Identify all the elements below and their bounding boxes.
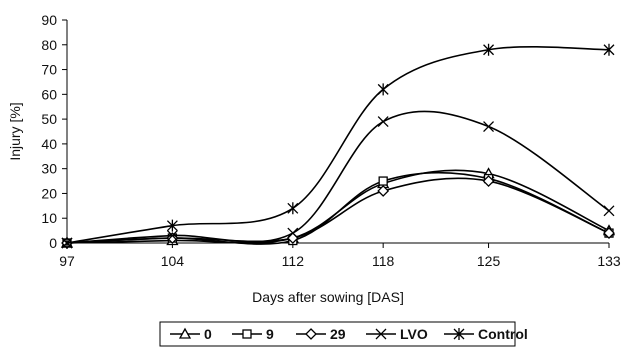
legend-item-29: 29 — [296, 326, 346, 342]
x-tick-label: 97 — [59, 253, 75, 269]
y-tick-label: 10 — [41, 210, 57, 226]
data-point-lvo — [287, 227, 299, 239]
legend-marker-0 — [178, 327, 192, 339]
data-point-control — [377, 83, 389, 96]
series-line-lvo — [66, 110, 610, 244]
x-tick-label: 133 — [597, 253, 621, 269]
y-tick-label: 30 — [41, 161, 57, 177]
legend-marker-lvo — [375, 328, 387, 340]
data-point-9 — [378, 176, 388, 186]
data-point-control — [603, 43, 615, 56]
data-point-lvo — [483, 121, 495, 133]
y-tick-label: 40 — [41, 136, 57, 152]
data-point-control — [287, 202, 299, 215]
y-axis-title: Injury [%] — [7, 102, 23, 160]
legend-item-9: 9 — [232, 326, 274, 342]
y-tick-label: 70 — [41, 62, 57, 78]
series-line-control — [66, 45, 610, 244]
series-line-0 — [66, 169, 610, 244]
legend-marker-29 — [305, 328, 317, 340]
legend-item-lvo: LVO — [366, 326, 428, 342]
data-point-lvo — [166, 230, 178, 242]
y-tick-label: 50 — [41, 111, 57, 127]
legend-item-0: 0 — [170, 326, 212, 342]
data-point-lvo — [377, 116, 389, 128]
series-line-9 — [66, 171, 610, 245]
legend-label: 9 — [266, 326, 274, 342]
data-point-control — [61, 237, 73, 249]
y-tick-label: 80 — [41, 37, 57, 53]
series-0 — [60, 167, 616, 248]
y-tick-label: 60 — [41, 86, 57, 102]
data-point-29 — [482, 175, 495, 187]
y-axis-ticks: 0 10 20 30 40 50 60 70 80 90 — [41, 12, 67, 251]
data-point-29 — [377, 185, 390, 197]
legend-marker-control — [453, 328, 465, 340]
legend-items: 0 9 29 LVO Control — [170, 326, 528, 342]
legend-label: LVO — [400, 326, 428, 342]
series-control — [61, 43, 615, 249]
data-point-control — [483, 43, 495, 56]
legend-box — [159, 321, 516, 347]
y-tick-label: 20 — [41, 185, 57, 201]
legend: 0 9 29 LVO Control — [159, 321, 528, 347]
y-tick-label: 0 — [49, 235, 57, 251]
x-axis-title: Days after sowing [DAS] — [252, 289, 404, 305]
legend-label: Control — [478, 326, 528, 342]
data-point-lvo — [603, 205, 615, 217]
data-point-control — [166, 219, 178, 232]
data-point-29 — [603, 227, 615, 240]
axes: 0 10 20 30 40 50 60 70 80 90 97 104 112 118 125 133 — [41, 12, 620, 269]
series-line-29 — [66, 177, 610, 244]
legend-label: 29 — [330, 326, 346, 342]
x-tick-label: 104 — [161, 253, 185, 269]
legend-label: 0 — [204, 326, 212, 342]
legend-item-control: Control — [444, 326, 528, 342]
series-lvo — [61, 110, 615, 249]
x-tick-label: 125 — [477, 253, 501, 269]
series-9 — [62, 171, 614, 248]
x-axis-ticks: 97 104 112 118 125 133 — [59, 243, 621, 269]
series-area — [60, 43, 616, 249]
x-tick-label: 112 — [282, 253, 305, 269]
x-tick-label: 118 — [372, 253, 395, 269]
legend-marker-9 — [242, 329, 252, 339]
y-tick-label: 90 — [41, 12, 57, 28]
